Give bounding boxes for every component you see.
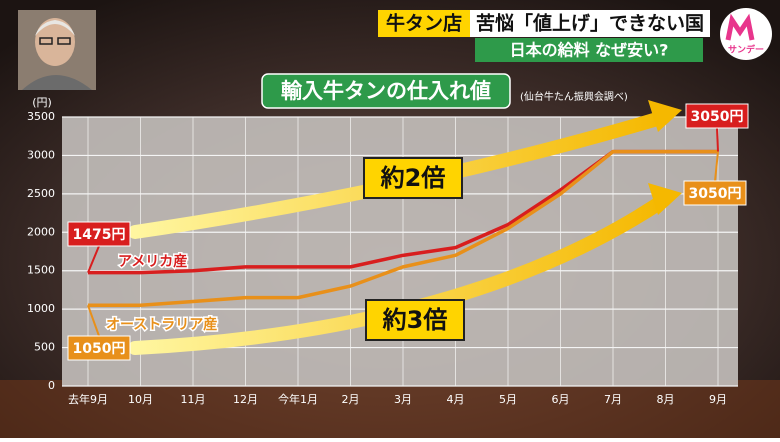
label-leader [714,151,719,182]
series-name: アメリカ産 [118,253,187,270]
x-tick-label: 2月 [342,393,360,406]
y-tick-label: 1500 [27,264,55,277]
x-tick-label: 今年1月 [278,392,318,406]
presenter-photo [18,10,96,90]
label-leader [87,245,100,274]
banner-subhead-bg [475,38,703,62]
x-tick-label: 去年9月 [68,392,108,406]
banner-tag: 牛タン店 [386,12,462,35]
banner-tag-bg [378,10,470,37]
x-tick-label: 10月 [128,393,153,406]
series-line [88,149,718,308]
x-tick-label: 3月 [394,393,412,406]
y-tick-label: 3000 [27,148,55,161]
y-tick-label: 1000 [27,302,55,315]
x-tick-label: 7月 [604,393,622,406]
trend-arrow-head [648,100,682,132]
value-label-bg [67,335,131,361]
value-label-bg [67,221,131,247]
x-tick-label: 6月 [552,393,570,406]
x-tick-label: 11月 [181,393,206,406]
y-tick-label: 2000 [27,225,55,238]
label-leader [87,304,100,337]
source-note: (仙台牛たん振興会調べ) [520,90,628,103]
chart-title-bg [261,73,511,109]
y-tick-label: 0 [48,379,55,392]
annotation-bg [365,299,465,341]
y-tick-label: 3500 [27,110,55,123]
value-label: 1050円 [73,341,126,357]
background-glow [0,380,780,438]
x-tick-label: 12月 [233,393,258,406]
banner-headline-bg [470,10,710,37]
y-unit: (円) [32,96,52,109]
trend-arrow-head [648,183,682,215]
x-tick-label: 8月 [657,393,675,406]
banner-subhead: 日本の給料 なぜ安い? [510,41,669,60]
y-tick-label: 2500 [27,187,55,200]
chart-title: 輸入牛タンの仕入れ値 [281,79,491,103]
x-tick-label: 5月 [499,393,517,406]
value-label-bg [683,180,747,206]
value-label: 3050円 [689,186,742,202]
x-tick-label: 9月 [709,393,727,406]
logo-text: サンデー [728,44,764,56]
annotation: 約3倍 [382,306,448,334]
series-name: オーストラリア産 [106,316,217,333]
value-label-bg [685,103,749,129]
y-tick-label: 500 [34,341,55,354]
annotation: 約2倍 [380,164,446,192]
banner-headline: 苦悩「値上げ」できない国 [476,12,704,35]
x-tick-label: 4月 [447,393,465,406]
value-label: 1475円 [73,227,126,243]
value-label: 3050円 [691,109,744,125]
annotation-bg [363,157,463,199]
label-leader [716,127,719,152]
logo-mark [725,13,755,41]
